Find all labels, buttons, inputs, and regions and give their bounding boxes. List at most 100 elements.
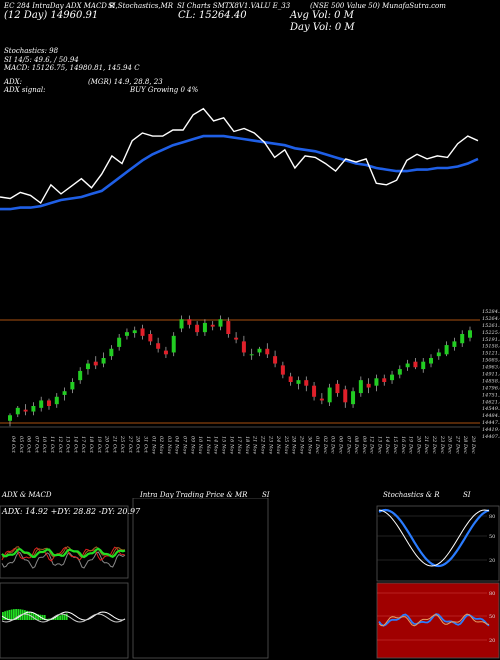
candle-body (132, 330, 137, 334)
x-tick-label: 20 Oct (104, 435, 110, 454)
macd-histogram-bar (41, 614, 44, 620)
header-title-3: (NSE 500 Value 50) MunafaSutra.com (310, 2, 446, 10)
x-tick-label: 12 Oct (57, 436, 63, 454)
x-tick-label: 02 Dec (322, 436, 328, 454)
candlestick-chart: 15284.515264.415261.9615225.0615191.8151… (0, 309, 500, 454)
macd-histogram-bar (54, 616, 57, 620)
y-tick-label: 14484.93 (482, 413, 500, 419)
x-tick-label: 18 Oct (88, 436, 94, 454)
x-tick-label: 14 Nov (213, 436, 219, 454)
candle-body (444, 345, 449, 355)
adx-panel-title: ADX & MACD (2, 491, 52, 499)
candle-body (187, 319, 192, 325)
candle-body (210, 324, 215, 327)
si-tick-label: 50 (489, 614, 495, 620)
candle-body (288, 376, 293, 382)
avg-vol: Avg Vol: 0 M (290, 10, 354, 21)
candle-body (366, 383, 371, 388)
x-tick-label: 12 Dec (369, 436, 375, 454)
candle-body (436, 352, 441, 357)
x-tick-label: 18 Nov (244, 436, 250, 454)
x-tick-label: 07 Oct (33, 436, 39, 454)
macd-histogram-bar (15, 609, 17, 620)
x-tick-label: 01 Nov (150, 436, 156, 454)
x-tick-label: 15 Dec (392, 436, 398, 454)
macd-histogram-bar (61, 614, 64, 620)
candle-body (15, 407, 20, 415)
candle-body (257, 348, 262, 353)
x-tick-label: 31 Oct (143, 436, 149, 454)
si-readout: SI 14/5: 49.6, / 50.94 (4, 56, 79, 64)
candle-body (195, 324, 200, 333)
candle-body (405, 363, 410, 368)
x-tick-label: 30 Nov (306, 436, 312, 454)
candle-body (390, 374, 395, 381)
y-tick-label: 14447.21 (482, 420, 500, 426)
twelve-day-value: (12 Day) 14960.91 (4, 10, 99, 21)
x-tick-label: 19 Dec (408, 436, 414, 454)
x-tick-label: 10 Nov (197, 436, 203, 454)
candle-body (273, 356, 278, 364)
macd-histogram-bar (43, 614, 46, 620)
candle-body (31, 406, 36, 412)
y-tick-label: 15225.06 (482, 330, 500, 336)
y-tick-label: 14858.59 (482, 378, 500, 384)
macd-histogram-bar (6, 610, 9, 620)
y-tick-label: 15121.9 (482, 351, 500, 357)
candle-body (421, 361, 426, 370)
candle-body (46, 400, 51, 406)
candle-body (101, 358, 106, 364)
x-tick-label: 13 Dec (376, 436, 382, 454)
x-tick-label: 14 Dec (384, 436, 390, 454)
macd-histogram-bar (63, 614, 66, 620)
y-tick-label: 15264.4 (482, 316, 500, 322)
moving-average-series (0, 134, 479, 211)
x-tick-label: 13 Oct (65, 436, 71, 454)
candle-body (358, 380, 363, 394)
macd-histogram-bar (26, 610, 28, 620)
x-tick-label: 15 Nov (221, 436, 227, 454)
price-line-series (0, 107, 479, 205)
x-tick-label: 21 Dec (423, 435, 429, 454)
x-tick-label: 14 Oct (72, 436, 78, 454)
y-tick-label: 14751.28 (482, 392, 500, 398)
x-tick-label: 10 Oct (41, 436, 47, 454)
candle-body (468, 330, 472, 338)
adx-signal-label: ADX signal: (4, 86, 46, 94)
adx-minus-di-line (1, 546, 126, 562)
x-tick-label: 23 Dec (439, 435, 445, 454)
candle-body (234, 337, 239, 340)
x-tick-label: 09 Dec (361, 436, 367, 454)
macd-histogram-bar (46, 618, 48, 620)
candle-body (382, 378, 387, 382)
x-tick-label: 20 Dec (415, 435, 421, 454)
macd-histogram-bar (32, 613, 35, 620)
x-tick-label: 28 Nov (291, 435, 297, 454)
x-tick-label: 05 Oct (18, 436, 24, 454)
candle-body (23, 409, 28, 412)
x-tick-label: 07 Dec (345, 436, 351, 454)
adx-label: ADX: (4, 78, 23, 86)
candle-body (39, 400, 44, 408)
si-frame (376, 582, 500, 659)
x-tick-label: 17 Nov (236, 436, 242, 454)
macd-histogram-bar (48, 618, 50, 620)
macd-histogram-bar (57, 616, 59, 620)
macd-histogram-bar (65, 613, 68, 620)
stoch-frame (376, 505, 500, 582)
y-tick-label: 15085.89 (482, 358, 500, 364)
macd-histogram-bar (28, 611, 31, 620)
x-tick-label: 16 Dec (400, 436, 406, 454)
y-tick-label: 15284.5 (482, 309, 500, 315)
macd-histogram-bar (10, 609, 13, 620)
candle-body (54, 396, 59, 405)
y-tick-label: 15261.96 (482, 323, 500, 329)
x-tick-label: 28 Dec (462, 435, 468, 454)
intraday-panel-frame (132, 498, 269, 659)
candle-body (8, 415, 12, 421)
candle-body (296, 380, 301, 384)
y-tick-label: 15158.8 (482, 344, 500, 350)
stoch-tick-label: 80 (489, 514, 495, 520)
candle-body (148, 334, 153, 342)
x-tick-label: 11 Oct (49, 436, 55, 454)
